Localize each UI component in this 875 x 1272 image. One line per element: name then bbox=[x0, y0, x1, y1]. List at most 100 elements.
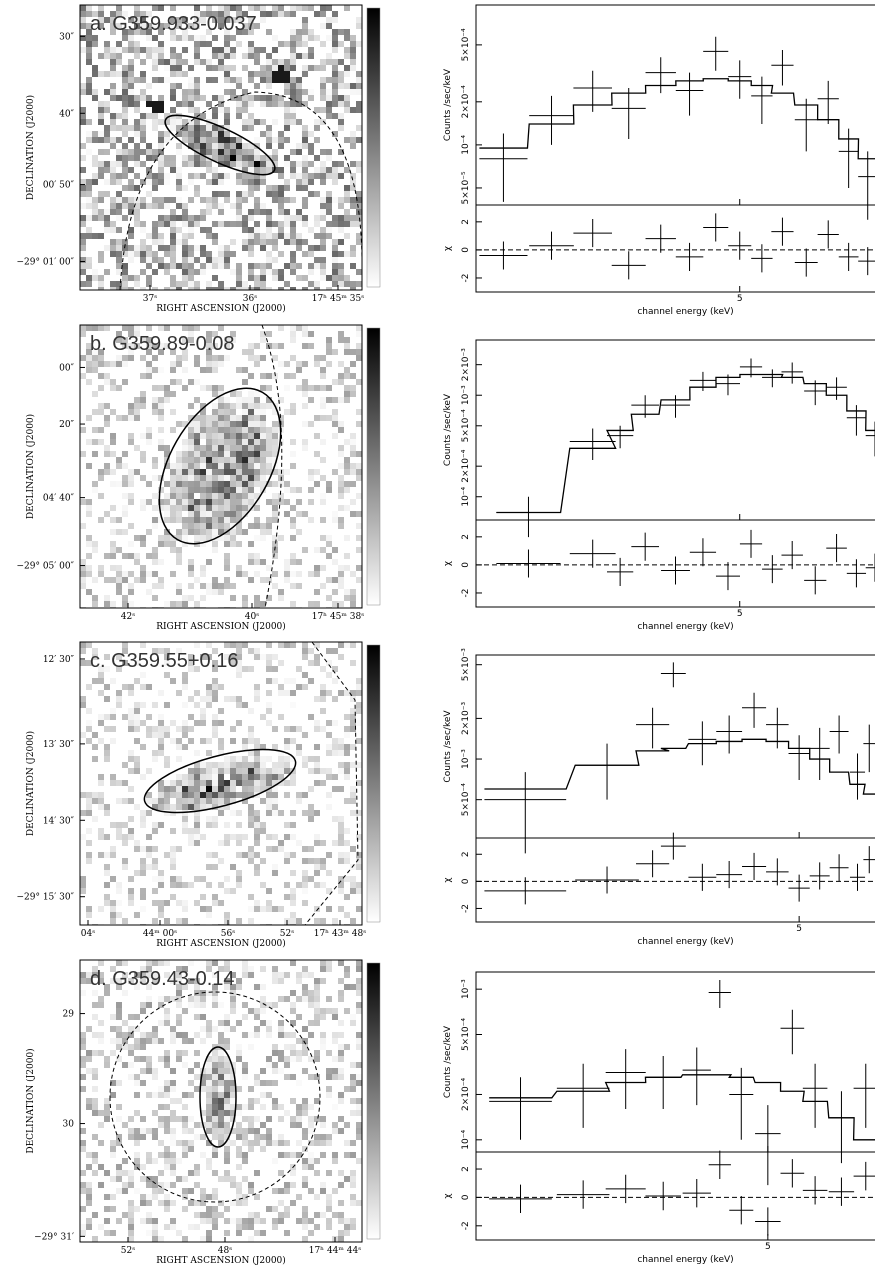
pixel bbox=[242, 834, 248, 840]
pixel bbox=[188, 996, 194, 1002]
pixel bbox=[236, 571, 242, 577]
pixel bbox=[230, 1200, 236, 1206]
pixel bbox=[122, 798, 128, 804]
pixel bbox=[194, 529, 200, 535]
pixel bbox=[236, 481, 242, 487]
y-axis-label: DECLINATION (J2000) bbox=[25, 414, 36, 519]
pixel bbox=[248, 439, 254, 445]
residual-point bbox=[838, 242, 859, 271]
pixel bbox=[182, 269, 188, 275]
data-point bbox=[529, 95, 574, 145]
pixel bbox=[152, 1158, 158, 1164]
pixel bbox=[110, 846, 116, 852]
pixel bbox=[320, 397, 326, 403]
pixel bbox=[200, 415, 206, 421]
pixel bbox=[290, 239, 296, 245]
pixel bbox=[200, 1038, 206, 1044]
pixel bbox=[218, 1116, 224, 1122]
data-point bbox=[703, 36, 729, 71]
pixel bbox=[104, 601, 110, 607]
pixel bbox=[218, 1110, 224, 1116]
pixel bbox=[158, 403, 164, 409]
pixel bbox=[104, 511, 110, 517]
pixel bbox=[296, 1218, 302, 1224]
pixel bbox=[350, 263, 356, 269]
pixel bbox=[314, 870, 320, 876]
pixel bbox=[314, 11, 320, 17]
pixel bbox=[242, 65, 248, 71]
pixel bbox=[356, 738, 362, 744]
pixel bbox=[338, 1230, 344, 1236]
pixel bbox=[254, 397, 260, 403]
pixel bbox=[254, 786, 260, 792]
pixel bbox=[92, 41, 98, 47]
pixel bbox=[356, 125, 362, 131]
pixel bbox=[194, 1074, 200, 1080]
pixel bbox=[326, 732, 332, 738]
pixel bbox=[314, 1074, 320, 1080]
pixel bbox=[224, 17, 230, 23]
pixel bbox=[320, 864, 326, 870]
pixel bbox=[170, 1158, 176, 1164]
pixel bbox=[272, 535, 278, 541]
pixel bbox=[86, 1026, 92, 1032]
pixel bbox=[140, 119, 146, 125]
pixel bbox=[188, 379, 194, 385]
pixel bbox=[164, 499, 170, 505]
pixel bbox=[98, 565, 104, 571]
pixel bbox=[146, 1182, 152, 1188]
pixel bbox=[236, 768, 242, 774]
pixel bbox=[254, 221, 260, 227]
pixel bbox=[206, 385, 212, 391]
pixel bbox=[116, 11, 122, 17]
pixel bbox=[182, 155, 188, 161]
pixel bbox=[212, 996, 218, 1002]
pixel bbox=[86, 367, 92, 373]
pixel bbox=[260, 1068, 266, 1074]
pixel bbox=[122, 173, 128, 179]
pixel bbox=[338, 373, 344, 379]
pixel bbox=[188, 1140, 194, 1146]
pixel bbox=[206, 792, 212, 798]
pixel bbox=[350, 203, 356, 209]
pixel bbox=[272, 155, 278, 161]
pixel bbox=[284, 1182, 290, 1188]
pixel bbox=[338, 1074, 344, 1080]
pixel bbox=[338, 95, 344, 101]
pixel bbox=[260, 167, 266, 173]
pixel bbox=[128, 29, 134, 35]
pixel bbox=[212, 233, 218, 239]
pixel bbox=[104, 756, 110, 762]
pixel bbox=[140, 131, 146, 137]
pixel bbox=[194, 475, 200, 481]
pixel bbox=[254, 1230, 260, 1236]
pixel bbox=[272, 517, 278, 523]
pixel bbox=[266, 1134, 272, 1140]
pixel bbox=[200, 209, 206, 215]
pixel bbox=[230, 1062, 236, 1068]
pixel bbox=[242, 702, 248, 708]
pixel bbox=[194, 41, 200, 47]
data-point bbox=[766, 707, 789, 749]
pixel bbox=[332, 840, 338, 846]
pixel bbox=[314, 287, 320, 290]
pixel bbox=[326, 23, 332, 29]
pixel bbox=[140, 227, 146, 233]
pixel bbox=[254, 239, 260, 245]
pixel bbox=[266, 167, 272, 173]
y-tick-label: 2×10⁻⁴ bbox=[461, 85, 471, 118]
pixel bbox=[152, 173, 158, 179]
pixel bbox=[206, 463, 212, 469]
pixel bbox=[140, 125, 146, 131]
pixel bbox=[164, 77, 170, 83]
pixel bbox=[254, 23, 260, 29]
pixel bbox=[200, 161, 206, 167]
pixel bbox=[164, 732, 170, 738]
pixel bbox=[188, 714, 194, 720]
pixel bbox=[218, 137, 224, 143]
pixel bbox=[218, 415, 224, 421]
pixel bbox=[92, 89, 98, 95]
pixel bbox=[122, 1212, 128, 1218]
pixel bbox=[302, 71, 308, 77]
pixel bbox=[194, 125, 200, 131]
